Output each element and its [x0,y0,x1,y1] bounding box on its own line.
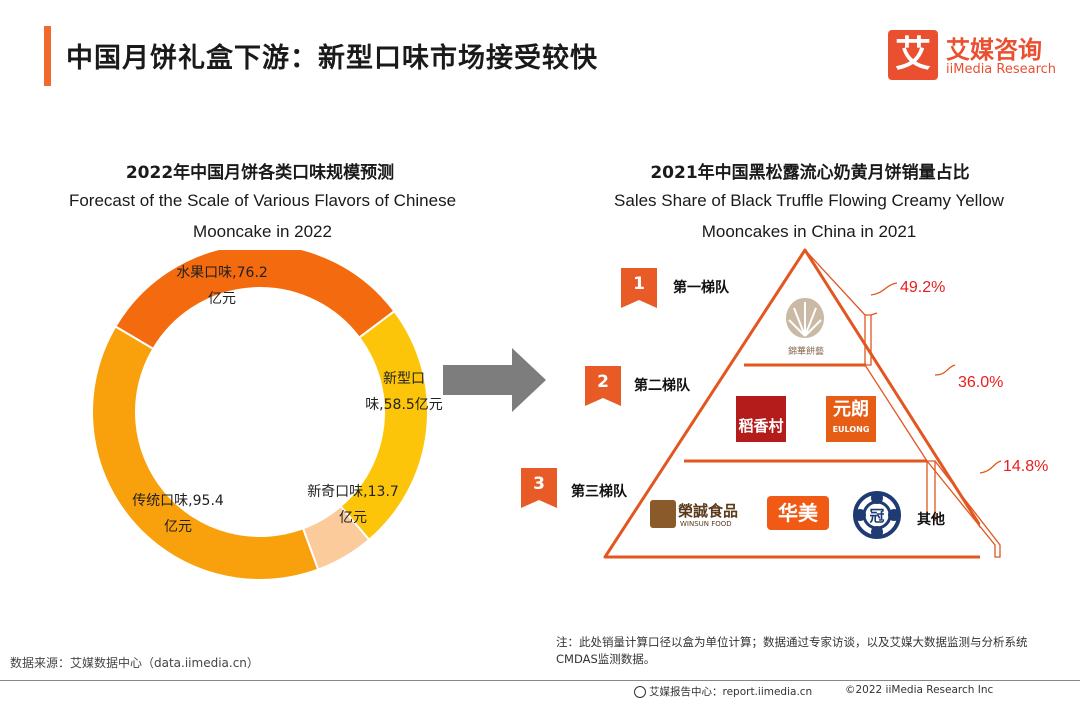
iimedia-logo-icon: 艾 [888,30,938,80]
other-brands-label: 其他 [917,512,945,528]
footer-divider [0,680,1080,681]
huamei-logo: 华美 [767,496,829,530]
tier-3-badge: 3 [521,468,557,508]
left-chart-title: 2022年中国月饼各类口味规模预测 [125,163,395,183]
guan-logo-icon: 冠 [853,491,901,539]
jinhua-logo-icon [786,298,824,338]
tier-1-pct: 49.2% [900,279,946,296]
page-title: 中国月饼礼盒下游：新型口味市场接受较快 [66,43,598,74]
logo-cn-text: 艾媒咨询 [946,36,1042,64]
donut-slice-4 [91,325,320,580]
label-fruit-unit: 亿元 [208,291,236,307]
daoxiangcun-logo: 稻香村 [736,396,786,442]
label-trad-unit: 亿元 [164,519,192,535]
label-trad-value: 传统口味,95.4 [132,493,224,509]
right-chart-title: 2021年中国黑松露流心奶黄月饼销量占比 [650,163,970,183]
jinhua-logo-text: 錦華餅藝 [787,347,824,357]
label-novel: 新奇口味,13.7 亿元 [300,479,406,531]
label-trad: 传统口味,95.4 亿元 [118,488,238,540]
right-subtitle-line2: Mooncakes in China in 2021 [701,222,917,241]
label-fruit: 水果口味,76.2 亿元 [162,260,282,312]
data-source: 数据来源：艾媒数据中心（data.iimedia.cn） [10,656,259,670]
rongcheng-logo-en: WINSUN FOOD [680,520,732,528]
yuanlang-logo: 元朗 EULONG [826,396,876,442]
tier-3-label: 第三梯队 [571,484,627,500]
footnote: 注：此处销量计算口径以盒为单位计算；数据通过专家访谈，以及艾媒大数据监测与分析系… [556,635,1028,666]
right-chart-subtitle: Sales Share of Black Truffle Flowing Cre… [570,185,1048,247]
title-accent-bar [44,26,51,86]
logo-en-text: iiMedia Research [946,62,1057,77]
right-arrow-icon [443,348,546,412]
yuanlang-logo-cn: 元朗 [833,399,869,420]
label-novel-unit: 亿元 [339,510,367,526]
right-subtitle-line1: Sales Share of Black Truffle Flowing Cre… [614,191,1004,210]
report-center: 艾媒报告中心：report.iimedia.cn [634,684,812,699]
rongcheng-logo-text: 榮誠食品 [678,502,739,520]
guan-logo-char: 冠 [869,507,884,525]
label-novel-value: 新奇口味,13.7 [307,484,399,500]
label-new-line1: 新型口 [383,371,425,387]
left-chart-subtitle: Forecast of the Scale of Various Flavors… [30,185,495,247]
tier-2-label: 第二梯队 [634,378,690,394]
tier-3-pct: 14.8% [1003,458,1049,475]
left-subtitle-line1: Forecast of the Scale of Various Flavors… [68,191,457,210]
pyramid-diagram [603,248,980,559]
report-center-text: 艾媒报告中心：report.iimedia.cn [649,686,813,698]
copyright: ©2022 iiMedia Research Inc [845,684,994,696]
label-new: 新型口 味,58.5亿元 [354,366,454,418]
pyramid-outline [603,248,980,559]
donut-slices [91,250,429,580]
donut-chart [91,250,429,580]
left-subtitle-line2: Mooncake in 2022 [193,222,332,241]
rongcheng-emblem-icon [650,500,676,528]
label-fruit-value: 水果口味,76.2 [176,265,268,281]
pyramid-side-brackets [805,249,1002,558]
yuanlang-logo-en: EULONG [832,425,870,434]
tier-1-label: 第一梯队 [673,280,729,296]
globe-icon [634,686,646,698]
label-new-line2: 味,58.5亿元 [365,397,443,413]
tier-2-pct: 36.0% [958,374,1004,391]
